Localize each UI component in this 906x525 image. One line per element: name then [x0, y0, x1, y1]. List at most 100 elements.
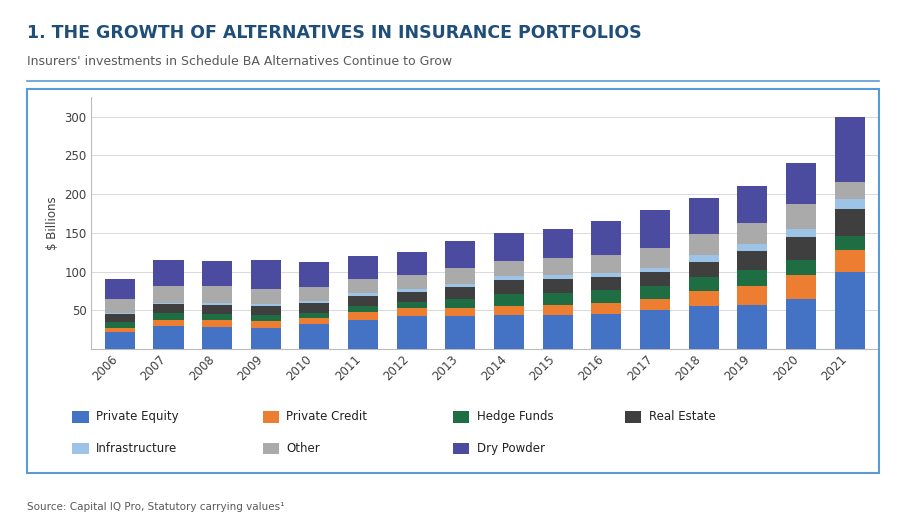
Text: Dry Powder: Dry Powder — [477, 442, 545, 455]
Bar — [737, 250, 767, 270]
Bar — [397, 316, 427, 349]
Bar — [397, 308, 427, 316]
Bar — [543, 305, 573, 315]
Bar — [446, 316, 476, 349]
Bar — [202, 286, 232, 303]
Bar — [202, 261, 232, 286]
Bar — [348, 306, 378, 312]
Bar — [202, 314, 232, 320]
Bar — [640, 271, 670, 286]
Bar — [543, 229, 573, 258]
Bar — [640, 286, 670, 299]
Bar — [397, 289, 427, 292]
Bar — [251, 328, 281, 349]
Bar — [640, 299, 670, 310]
Bar — [153, 302, 184, 304]
Bar — [153, 286, 184, 302]
Bar — [348, 279, 378, 293]
Bar — [446, 268, 476, 284]
Bar — [105, 332, 135, 349]
Bar — [348, 296, 378, 306]
Bar — [299, 301, 330, 302]
Bar — [543, 315, 573, 349]
Bar — [446, 299, 476, 308]
Bar — [153, 304, 184, 313]
Bar — [105, 328, 135, 332]
Text: Private Equity: Private Equity — [96, 411, 178, 423]
Bar — [299, 261, 330, 287]
Bar — [834, 209, 864, 236]
Bar — [834, 236, 864, 250]
Bar — [202, 328, 232, 349]
Bar — [299, 302, 330, 313]
Bar — [494, 294, 524, 306]
Bar — [592, 255, 622, 273]
Text: Infrastructure: Infrastructure — [96, 442, 178, 455]
Bar — [592, 273, 622, 277]
Bar — [105, 279, 135, 299]
Bar — [153, 313, 184, 320]
Bar — [786, 299, 816, 349]
Bar — [251, 306, 281, 315]
Bar — [299, 313, 330, 318]
Bar — [494, 233, 524, 261]
Bar — [299, 287, 330, 301]
Bar — [640, 209, 670, 248]
Bar — [202, 303, 232, 305]
Bar — [737, 223, 767, 245]
Bar — [737, 186, 767, 223]
Bar — [543, 279, 573, 292]
Bar — [737, 270, 767, 286]
Text: Source: Capital IQ Pro, Statutory carrying values¹: Source: Capital IQ Pro, Statutory carryi… — [27, 502, 284, 512]
Bar — [592, 277, 622, 290]
Bar — [494, 306, 524, 315]
Bar — [397, 302, 427, 308]
Bar — [105, 314, 135, 322]
Bar — [640, 268, 670, 271]
Bar — [592, 314, 622, 349]
Text: Hedge Funds: Hedge Funds — [477, 411, 554, 423]
Bar — [153, 320, 184, 326]
Bar — [640, 248, 670, 268]
Bar — [348, 320, 378, 349]
Bar — [689, 255, 718, 261]
Bar — [348, 256, 378, 279]
Text: Real Estate: Real Estate — [649, 411, 716, 423]
Bar — [397, 252, 427, 276]
Bar — [737, 245, 767, 250]
Bar — [494, 315, 524, 349]
Bar — [446, 287, 476, 299]
Text: Private Credit: Private Credit — [286, 411, 367, 423]
Bar — [543, 276, 573, 279]
Bar — [494, 276, 524, 280]
Bar — [689, 198, 718, 234]
Bar — [202, 305, 232, 314]
Bar — [348, 312, 378, 320]
Bar — [446, 284, 476, 287]
Bar — [834, 182, 864, 200]
Bar — [737, 286, 767, 305]
Bar — [494, 261, 524, 276]
Bar — [299, 324, 330, 349]
Bar — [786, 237, 816, 260]
Bar — [105, 313, 135, 314]
Bar — [786, 163, 816, 204]
Bar — [543, 258, 573, 276]
Bar — [251, 289, 281, 304]
Bar — [153, 260, 184, 286]
Bar — [592, 303, 622, 314]
Bar — [105, 299, 135, 313]
Bar — [689, 234, 718, 255]
Bar — [397, 292, 427, 302]
Bar — [689, 261, 718, 277]
Bar — [251, 304, 281, 306]
Bar — [834, 200, 864, 209]
Bar — [834, 117, 864, 182]
Bar — [299, 318, 330, 324]
Bar — [446, 240, 476, 268]
Bar — [786, 229, 816, 237]
Text: Insurers' investments in Schedule BA Alternatives Continue to Grow: Insurers' investments in Schedule BA Alt… — [27, 55, 452, 68]
Bar — [251, 321, 281, 328]
Y-axis label: $ Billions: $ Billions — [45, 196, 59, 250]
Bar — [202, 320, 232, 328]
